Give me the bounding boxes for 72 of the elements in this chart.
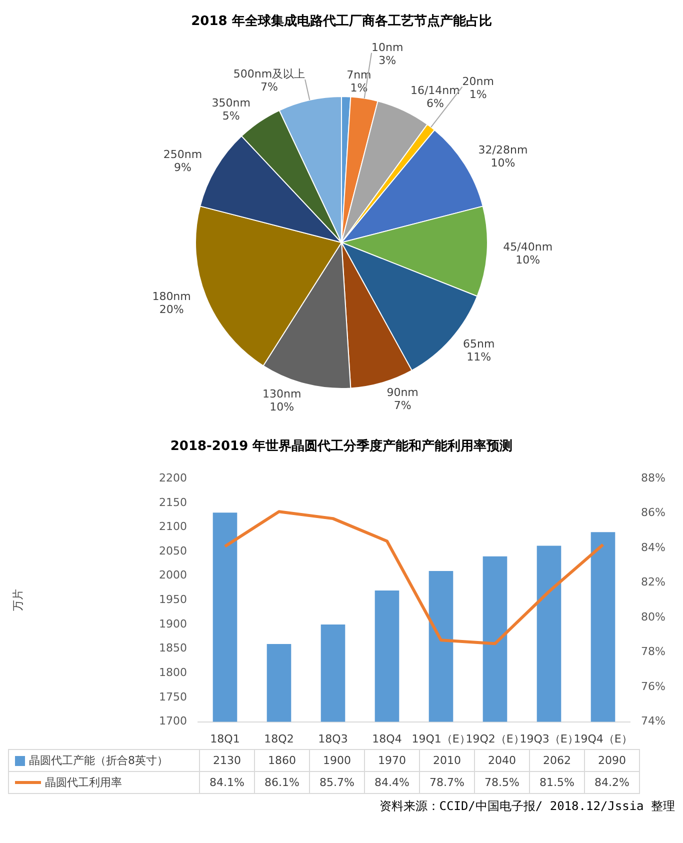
data-label: 20% <box>159 303 184 316</box>
chart-title: 2018 年全球集成电路代工厂商各工艺节点产能占比 <box>190 12 493 30</box>
slice-label: 250nm <box>163 148 202 162</box>
y-tick-label: 2000 <box>159 568 187 582</box>
x-tick-label: 18Q2 <box>264 732 294 746</box>
data-label: 3% <box>378 54 396 67</box>
y2-tick-label: 78% <box>641 645 666 658</box>
data-label: 7% <box>260 80 278 94</box>
x-tick-label: 18Q1 <box>210 732 240 746</box>
data-label: 5% <box>222 110 240 123</box>
data-label: 78.7% <box>420 772 474 794</box>
y-tick-label: 1800 <box>159 666 187 680</box>
data-label: 84.2% <box>584 772 640 794</box>
data-label: 78.5% <box>474 772 530 794</box>
y2-tick-label: 86% <box>641 506 666 520</box>
chart-title: 2018-2019 年世界晶圆代工分季度产能和产能利用率预测 <box>170 438 513 454</box>
y2-tick-label: 80% <box>641 610 666 624</box>
y2-tick-label: 76% <box>641 680 666 693</box>
slice-label: 350nm <box>212 96 250 110</box>
data-label: 86.1% <box>254 772 310 794</box>
slice-label: 65nm <box>463 338 495 351</box>
y2-tick-label: 74% <box>641 714 666 728</box>
data-label: 1% <box>350 82 368 95</box>
data-label: 1970 <box>364 750 420 772</box>
data-label: 10% <box>490 156 516 170</box>
data-label: 81.5% <box>530 772 584 794</box>
data-label: 9% <box>174 161 192 174</box>
slice-label: 500nm及以上 <box>233 68 306 81</box>
y-tick-label: 2200 <box>159 471 187 484</box>
slice-label: 20nm <box>462 74 494 88</box>
data-label: 1% <box>469 88 487 101</box>
data-label: 1900 <box>310 750 364 772</box>
slice-label: 10nm <box>372 40 404 54</box>
slice-label: 32/28nm <box>478 144 528 157</box>
x-tick-label: 18Q4 <box>372 732 402 746</box>
y-tick-label: 1750 <box>159 690 187 704</box>
data-label: 84.1% <box>200 772 254 794</box>
data-label: 2040 <box>474 750 530 772</box>
slice-label: 130nm <box>262 387 302 400</box>
y-tick-label: 2150 <box>159 496 187 509</box>
y2-tick-label: 84% <box>641 540 666 554</box>
y-tick-label: 1900 <box>159 617 187 630</box>
data-label: 6% <box>426 96 444 110</box>
y-tick-label: 1950 <box>159 593 187 606</box>
y-tick-label: 2100 <box>159 520 187 534</box>
x-tick-label: 19Q4（E） <box>574 732 632 746</box>
y2-tick-label: 88% <box>641 471 666 484</box>
data-label: 1860 <box>254 750 310 772</box>
text: 资料来源：CCID/中国电子报/ 2018.12/Jssia 整理 <box>378 798 675 815</box>
data-label: 7% <box>394 399 412 412</box>
legend-label: 晶圆代工利用率 <box>45 776 122 789</box>
data-label: 11% <box>466 350 492 364</box>
slice-label: 180nm <box>152 290 191 304</box>
slice-label: 7nm <box>346 68 372 82</box>
data-label: 85.7% <box>310 772 364 794</box>
data-label: 2062 <box>530 750 584 772</box>
slice-label: 90nm <box>386 386 418 400</box>
data-label: 84.4% <box>364 772 420 794</box>
y-tick-label: 2050 <box>159 544 187 558</box>
data-label: 10% <box>270 400 294 414</box>
y-tick-label: 1700 <box>159 714 187 728</box>
data-label: 2010 <box>420 750 474 772</box>
y2-tick-label: 82% <box>641 576 666 589</box>
data-label: 2130 <box>200 750 254 772</box>
slice-label: 45/40nm <box>503 240 553 254</box>
data-label: 10% <box>516 254 540 267</box>
y-tick-label: 1850 <box>159 642 187 655</box>
slice-label: 16/14nm <box>410 84 460 97</box>
data-label: 2090 <box>584 750 640 772</box>
legend-label: 晶圆代工产能（折合8英寸） <box>29 754 168 767</box>
x-tick-label: 18Q3 <box>318 732 348 746</box>
y-axis-title: 万片 <box>11 589 24 612</box>
